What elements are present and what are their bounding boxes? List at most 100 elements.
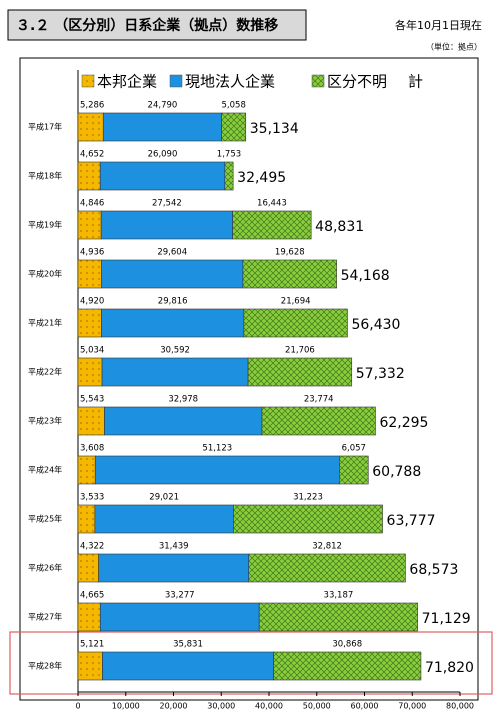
- total-label: 35,134: [250, 121, 299, 137]
- bar-segment: [233, 504, 383, 534]
- total-label: 54,168: [341, 268, 390, 284]
- y-tick-label: 平成26年: [28, 563, 62, 573]
- value-label: 5,034: [80, 346, 104, 356]
- bar-segment: [258, 602, 418, 632]
- bar-segment: [77, 357, 103, 387]
- bar-segment: [77, 308, 102, 338]
- value-label: 5,121: [80, 640, 104, 650]
- highlight-box: [9, 631, 493, 695]
- bar-segment: [102, 112, 222, 142]
- legend-swatch: [81, 74, 95, 88]
- x-tick-label: 60,000: [351, 702, 379, 711]
- value-label: 26,090: [148, 150, 178, 160]
- value-label: 29,021: [149, 493, 179, 503]
- value-label: 33,277: [165, 591, 195, 601]
- total-label: 71,820: [425, 660, 474, 676]
- bar-segment: [101, 357, 249, 387]
- value-label: 35,831: [173, 640, 203, 650]
- bar-segment: [242, 259, 337, 289]
- bar-segment: [99, 161, 226, 191]
- total-label: 68,573: [409, 562, 458, 578]
- total-label: 48,831: [315, 219, 364, 235]
- y-tick-label: 平成17年: [28, 122, 62, 132]
- y-tick-label: 平成18年: [28, 171, 62, 181]
- y-tick-label: 平成27年: [28, 612, 62, 622]
- bar-segment: [243, 308, 348, 338]
- bar-segment: [77, 210, 102, 240]
- legend-label: 計: [408, 73, 423, 91]
- bar-segment: [77, 553, 99, 583]
- y-tick-label: 平成25年: [28, 514, 62, 524]
- value-label: 31,439: [159, 542, 189, 552]
- value-label: 33,187: [324, 591, 354, 601]
- total-label: 57,332: [356, 366, 405, 382]
- value-label: 30,592: [160, 346, 190, 356]
- total-label: 62,295: [379, 415, 428, 431]
- bar-segment: [77, 504, 96, 534]
- x-tick-label: 20,000: [160, 702, 188, 711]
- y-tick-label: 平成24年: [28, 465, 62, 475]
- value-label: 4,936: [80, 248, 104, 258]
- bar-segment: [273, 651, 422, 681]
- y-tick-label: 平成28年: [28, 661, 62, 671]
- bar-segment: [77, 259, 102, 289]
- value-label: 19,628: [275, 248, 305, 258]
- subtitle: 各年10月1日現在: [395, 18, 482, 32]
- bar-segment: [94, 455, 340, 485]
- value-label: 5,286: [80, 101, 104, 111]
- x-tick-label: 0: [75, 702, 80, 711]
- value-label: 30,868: [332, 640, 362, 650]
- x-tick-label: 50,000: [303, 702, 331, 711]
- bar-segment: [339, 455, 369, 485]
- legend-label: 現地法人企業: [185, 73, 275, 91]
- x-tick-label: 30,000: [207, 702, 235, 711]
- bar-segment: [232, 210, 312, 240]
- bar-segment: [248, 553, 406, 583]
- total-label: 56,430: [351, 317, 400, 333]
- value-label: 21,706: [285, 346, 315, 356]
- value-label: 32,978: [168, 395, 198, 405]
- y-tick-label: 平成22年: [28, 367, 62, 377]
- bar-segment: [77, 406, 105, 436]
- value-label: 27,542: [152, 199, 182, 209]
- value-label: 3,533: [80, 493, 104, 503]
- bar-segment: [77, 112, 104, 142]
- x-tick-label: 80,000: [446, 702, 474, 711]
- bar-segment: [77, 602, 101, 632]
- x-tick-label: 70,000: [398, 702, 426, 711]
- value-label: 4,322: [80, 542, 104, 552]
- bar-segment: [94, 504, 234, 534]
- bar-segment: [102, 651, 274, 681]
- x-tick-label: 40,000: [255, 702, 283, 711]
- bar-segment: [77, 651, 103, 681]
- value-label: 51,123: [202, 444, 232, 454]
- value-label: 29,604: [157, 248, 187, 258]
- bar-segment: [247, 357, 353, 387]
- value-label: 23,774: [304, 395, 334, 405]
- legend-label: 区分不明: [327, 73, 387, 91]
- bar-segment: [101, 259, 244, 289]
- x-tick-label: 10,000: [112, 702, 140, 711]
- y-tick-label: 平成23年: [28, 416, 62, 426]
- value-label: 24,790: [148, 101, 178, 111]
- legend-label: 本邦企業: [97, 73, 157, 91]
- bar-segment: [104, 406, 263, 436]
- value-label: 32,812: [312, 542, 342, 552]
- value-label: 5,058: [222, 101, 246, 111]
- title-box: [7, 9, 307, 41]
- legend-swatch: [311, 74, 325, 88]
- value-label: 31,223: [293, 493, 323, 503]
- total-label: 60,788: [372, 464, 421, 480]
- bar-segment: [101, 308, 245, 338]
- bar-segment: [261, 406, 376, 436]
- bar-segment: [99, 602, 260, 632]
- y-tick-label: 平成20年: [28, 269, 62, 279]
- bar-segment: [221, 112, 247, 142]
- chart-title: ３.２ （区分別）日系企業（拠点）数推移: [16, 17, 278, 34]
- value-label: 5,543: [80, 395, 104, 405]
- value-label: 4,920: [80, 297, 104, 307]
- y-tick-label: 平成19年: [28, 220, 62, 230]
- value-label: 4,665: [80, 591, 104, 601]
